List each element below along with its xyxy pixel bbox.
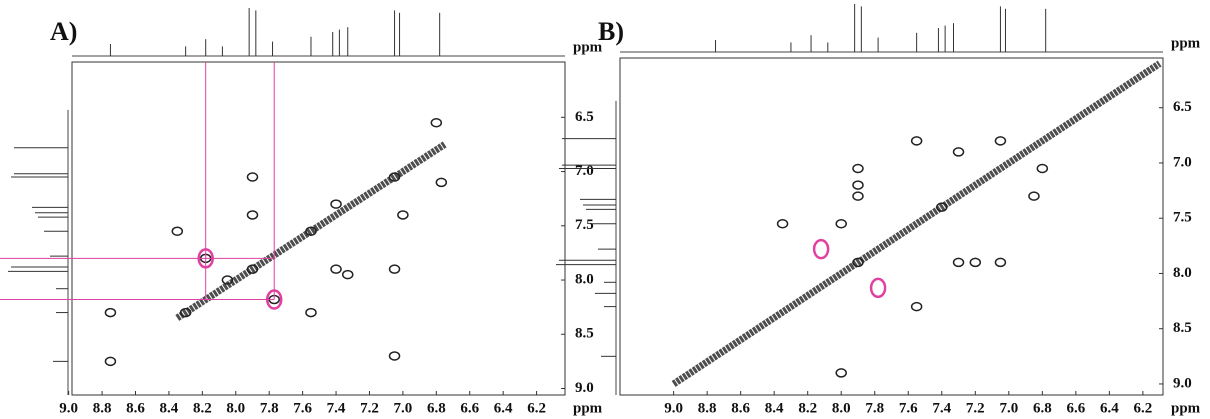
cross-peak	[388, 351, 401, 361]
highlight-circle	[197, 248, 214, 269]
y-tick-label: 7.0	[575, 163, 594, 179]
cross-peak	[305, 307, 317, 318]
cross-peak	[171, 226, 184, 236]
cross-peak	[852, 191, 864, 201]
x-tick-label: 9.0	[59, 400, 78, 416]
x-tick-label: 8.0	[832, 400, 851, 416]
x-tick-label: 7.2	[966, 400, 985, 416]
y-tick-label: 8.5	[1173, 320, 1192, 336]
y-tick-label: 9.0	[575, 380, 594, 396]
panel-label: B)	[598, 17, 624, 46]
cross-peak	[852, 180, 864, 190]
x-tick-label: 7.8	[865, 400, 884, 416]
cross-peak	[104, 356, 117, 367]
x-tick-label: 7.6	[899, 400, 918, 416]
cross-peak	[104, 307, 117, 318]
cross-peak	[435, 177, 448, 188]
plot-frame	[71, 61, 566, 396]
x-tick-label: 6.8	[1033, 400, 1052, 416]
cross-peak	[952, 147, 965, 157]
cross-peak	[852, 257, 864, 268]
cross-peak	[179, 307, 192, 318]
cross-peak	[835, 218, 847, 229]
x-tick-label: 6.6	[1066, 400, 1085, 416]
cross-peak	[994, 257, 1007, 268]
x-tick-label: 7.6	[293, 400, 312, 416]
y-tick-label: 7.5	[575, 217, 594, 233]
cross-peak	[1028, 191, 1040, 201]
cross-peak	[388, 172, 401, 182]
diagonal	[671, 60, 1162, 387]
cross-peak	[969, 257, 982, 268]
x-tick-label: 7.0	[394, 400, 413, 416]
highlight-circle	[265, 289, 283, 310]
y-tick-label: 7.0	[1173, 154, 1192, 170]
diagonal	[175, 141, 447, 321]
y-tick-label: 9.0	[1173, 375, 1192, 391]
x-tick-label: 8.6	[126, 400, 145, 416]
cross-peak	[388, 264, 401, 274]
highlight-circle	[869, 277, 887, 299]
x-tick-label: 7.8	[260, 400, 279, 416]
x-tick-label: 8.4	[160, 400, 179, 416]
cross-peak	[776, 218, 789, 229]
x-tick-label: 8.8	[93, 400, 112, 416]
x-axis-label: ppm	[573, 400, 603, 416]
x-tick-label: 7.2	[360, 400, 379, 416]
x-tick-label: 8.2	[798, 400, 817, 416]
cross-peak	[341, 269, 354, 280]
panel-label: A)	[50, 17, 77, 46]
y-tick-label: 7.5	[1173, 210, 1192, 226]
plot-frame	[619, 57, 1164, 396]
y-axis-label: ppm	[573, 39, 603, 55]
cross-peak	[246, 172, 259, 182]
y-tick-label: 6.5	[1173, 99, 1192, 115]
cross-peak	[246, 264, 259, 274]
y-tick-label: 6.5	[575, 109, 594, 125]
cross-peak	[1036, 163, 1049, 174]
cross-peak	[835, 368, 847, 378]
x-tick-label: 8.2	[193, 400, 212, 416]
cross-peak	[246, 210, 259, 220]
cross-peak	[936, 202, 948, 212]
x-tick-label: 6.2	[527, 400, 546, 416]
y-tick-label: 8.5	[575, 326, 594, 342]
cross-peak	[305, 226, 317, 236]
cross-peak	[952, 257, 965, 268]
cross-peak	[910, 301, 923, 312]
x-tick-label: 7.0	[999, 400, 1018, 416]
x-axis-label: ppm	[1171, 400, 1201, 416]
cross-peak	[330, 199, 342, 209]
x-tick-label: 8.8	[698, 400, 717, 416]
cross-peak	[430, 117, 443, 128]
cross-peak	[910, 136, 923, 146]
x-tick-label: 6.2	[1134, 400, 1153, 416]
x-tick-label: 8.4	[765, 400, 784, 416]
x-tick-label: 7.4	[932, 400, 951, 416]
x-tick-label: 8.0	[226, 400, 245, 416]
x-tick-label: 8.6	[731, 400, 750, 416]
x-tick-label: 9.0	[664, 400, 683, 416]
y-tick-label: 8.0	[575, 271, 594, 287]
x-tick-label: 6.4	[1100, 400, 1119, 416]
cross-peak	[852, 163, 864, 174]
x-tick-label: 6.8	[427, 400, 446, 416]
x-tick-label: 6.6	[460, 400, 479, 416]
highlight-circle	[812, 238, 830, 260]
cross-peak	[994, 136, 1007, 146]
y-tick-label: 8.0	[1173, 265, 1192, 281]
x-tick-label: 7.4	[327, 400, 346, 416]
cross-peak	[221, 275, 234, 285]
cross-peak	[330, 264, 342, 274]
y-axis-label: ppm	[1171, 35, 1201, 51]
cross-peak	[397, 210, 409, 220]
x-tick-label: 6.4	[494, 400, 513, 416]
